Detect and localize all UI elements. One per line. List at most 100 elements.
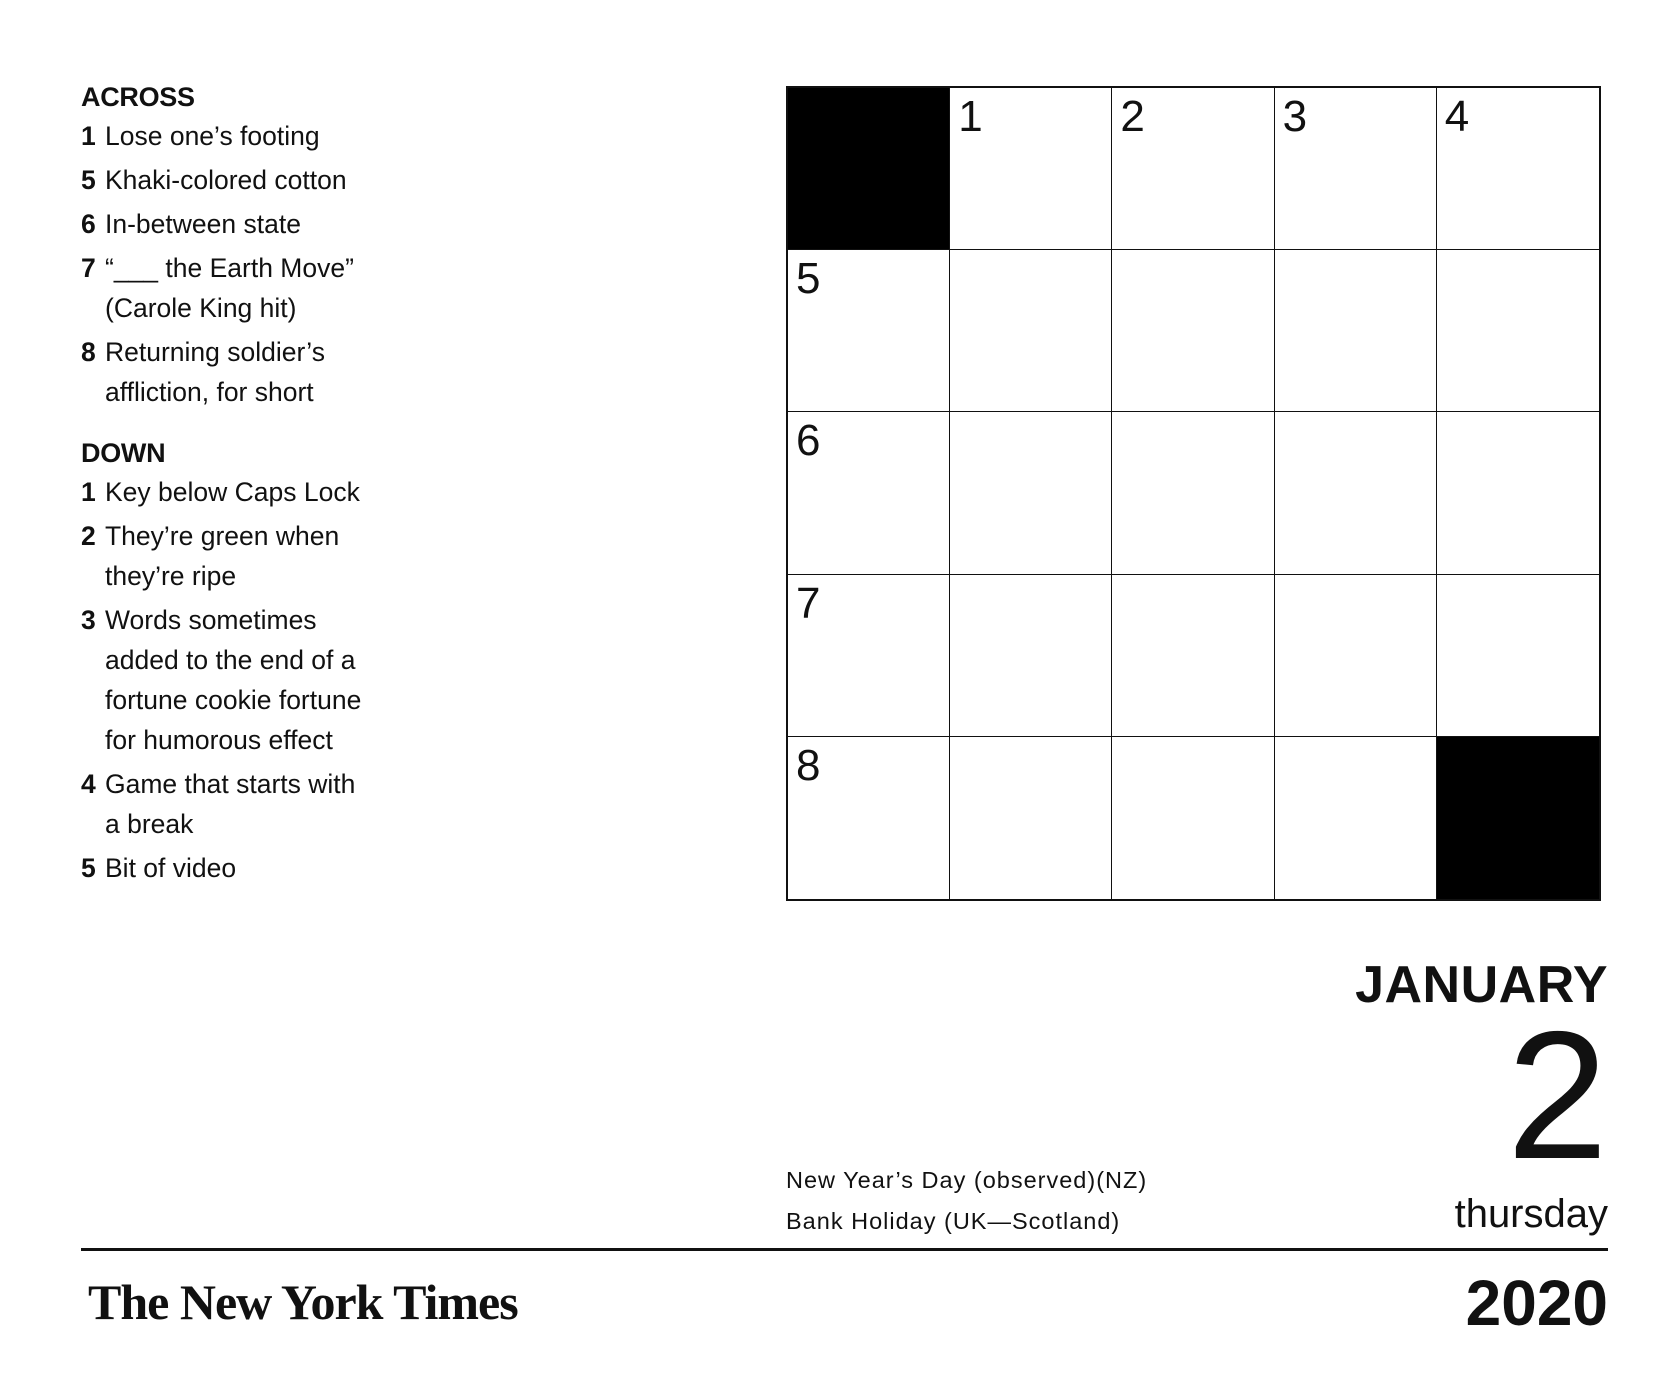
cell-number: 2 <box>1120 92 1145 141</box>
down-clues: 1 Key below Caps Lock 2 They’re green when t… <box>81 472 461 888</box>
clue-text: they’re ripe <box>105 561 237 591</box>
clue-text: for humorous effect <box>105 725 333 755</box>
crossword-grid: 1 2 3 4 5 6 7 8 <box>786 86 1601 901</box>
clue-text: Words sometimes <box>105 605 317 635</box>
clue-line: 6 In-between state <box>81 204 461 244</box>
grid-cell[interactable]: 1 <box>950 88 1113 251</box>
clue-text: Key below Caps Lock <box>105 477 360 507</box>
clue-line: fortune cookie fortune <box>81 680 461 720</box>
grid-cell[interactable] <box>1274 250 1437 413</box>
across-clue: 7 “___ the Earth Move” (Carole King hit) <box>81 248 461 328</box>
grid-cell[interactable] <box>1112 574 1275 737</box>
clue-line: (Carole King hit) <box>81 288 461 328</box>
clue-text: Lose one’s footing <box>105 121 320 151</box>
down-clue: 4 Game that starts with a break <box>81 764 461 844</box>
grid-cell[interactable]: 6 <box>788 412 951 575</box>
black-square <box>1436 736 1599 899</box>
clue-text: affliction, for short <box>105 377 314 407</box>
grid-cell[interactable]: 3 <box>1274 88 1437 251</box>
grid-cell[interactable]: 2 <box>1112 88 1275 251</box>
cell-number: 6 <box>796 416 821 466</box>
clue-text: fortune cookie fortune <box>105 685 362 715</box>
across-clue: 1 Lose one’s footing <box>81 116 461 156</box>
clue-line: they’re ripe <box>81 556 461 596</box>
clue-text: added to the end of a <box>105 645 356 675</box>
clue-number: 5 <box>81 853 96 883</box>
grid-cell[interactable] <box>1436 574 1599 737</box>
holidays: New Year’s Day (observed)(NZ) Bank Holid… <box>786 1160 1147 1242</box>
clue-text: a break <box>105 809 194 839</box>
clue-number: 5 <box>81 165 96 195</box>
grid-cell[interactable]: 4 <box>1436 88 1599 251</box>
clue-line: 8 Returning soldier’s <box>81 332 461 372</box>
holiday-line: Bank Holiday (UK—Scotland) <box>786 1208 1121 1234</box>
clue-text: Khaki-colored cotton <box>105 165 347 195</box>
clue-line: 1 Key below Caps Lock <box>81 472 461 512</box>
grid-cell[interactable] <box>1436 412 1599 575</box>
grid-cell[interactable] <box>1274 412 1437 575</box>
divider <box>81 1248 1608 1251</box>
cell-number: 1 <box>958 92 983 141</box>
down-clue: 1 Key below Caps Lock <box>81 472 461 512</box>
grid-cell[interactable] <box>950 250 1113 413</box>
clue-text: In-between state <box>105 209 301 239</box>
day-number: 2 <box>1506 993 1608 1197</box>
month: JANUARY <box>1355 956 1608 1014</box>
clue-line: 3 Words sometimes <box>81 600 461 640</box>
clue-text: Bit of video <box>105 853 237 883</box>
cell-number: 5 <box>796 254 821 304</box>
clue-line: a break <box>81 804 461 844</box>
clue-list: ACROSS 1 Lose one’s footing 5 Khaki-colored… <box>81 78 461 892</box>
clue-line: 7 “___ the Earth Move” <box>81 248 461 288</box>
cell-number: 4 <box>1444 92 1470 141</box>
across-clue: 5 Khaki-colored cotton <box>81 160 461 200</box>
nyt-logo: The New York Times <box>88 1274 519 1330</box>
cell-number: 7 <box>796 578 821 628</box>
grid-cell[interactable] <box>1112 412 1275 575</box>
grid-cell[interactable]: 8 <box>788 736 951 899</box>
clue-line: 1 Lose one’s footing <box>81 116 461 156</box>
clue-line: 5 Bit of video <box>81 848 461 888</box>
clue-number: 7 <box>81 253 96 283</box>
grid-cell[interactable] <box>950 412 1113 575</box>
clue-number: 2 <box>81 521 96 551</box>
across-heading: ACROSS <box>81 82 195 112</box>
down-heading: DOWN <box>81 438 166 468</box>
clue-line: 5 Khaki-colored cotton <box>81 160 461 200</box>
black-square <box>788 88 951 251</box>
down-clue: 3 Words sometimes added to the end of a for… <box>81 600 461 760</box>
clue-number: 1 <box>81 477 96 507</box>
grid-cell[interactable] <box>950 574 1113 737</box>
clue-number: 4 <box>81 769 96 799</box>
year: 2020 <box>1465 1267 1608 1339</box>
cell-number: 8 <box>796 740 821 790</box>
clue-text: “___ the Earth Move” <box>105 253 354 283</box>
across-clue: 6 In-between state <box>81 204 461 244</box>
clue-number: 1 <box>81 121 96 151</box>
clue-number: 3 <box>81 605 96 635</box>
down-clue: 2 They’re green when they’re ripe <box>81 516 461 596</box>
grid-cell[interactable] <box>1436 250 1599 413</box>
cell-number: 3 <box>1282 92 1308 141</box>
grid-cell[interactable] <box>1112 250 1275 413</box>
down-clue: 5 Bit of video <box>81 848 461 888</box>
clue-number: 8 <box>81 337 96 367</box>
grid-cell[interactable]: 5 <box>788 250 951 413</box>
clue-line: added to the end of a <box>81 640 461 680</box>
clue-text: (Carole King hit) <box>105 293 297 323</box>
holiday-line: New Year’s Day (observed)(NZ) <box>786 1167 1148 1193</box>
grid-cell[interactable] <box>950 736 1113 899</box>
across-clue: 8 Returning soldier’s affliction, for shor… <box>81 332 461 412</box>
across-clues: 1 Lose one’s footing 5 Khaki-colored cotton… <box>81 116 461 412</box>
grid-cell[interactable] <box>1274 574 1437 737</box>
grid-cell[interactable] <box>1274 736 1437 899</box>
clue-line: 2 They’re green when <box>81 516 461 556</box>
clue-line: affliction, for short <box>81 372 461 412</box>
grid-cell[interactable] <box>1112 736 1275 899</box>
clue-line: 4 Game that starts with <box>81 764 461 804</box>
clue-text: Game that starts with <box>105 769 356 799</box>
clue-line: for humorous effect <box>81 720 461 760</box>
clue-number: 6 <box>81 209 96 239</box>
grid-cell[interactable]: 7 <box>788 574 951 737</box>
weekday: thursday <box>1454 1192 1608 1236</box>
